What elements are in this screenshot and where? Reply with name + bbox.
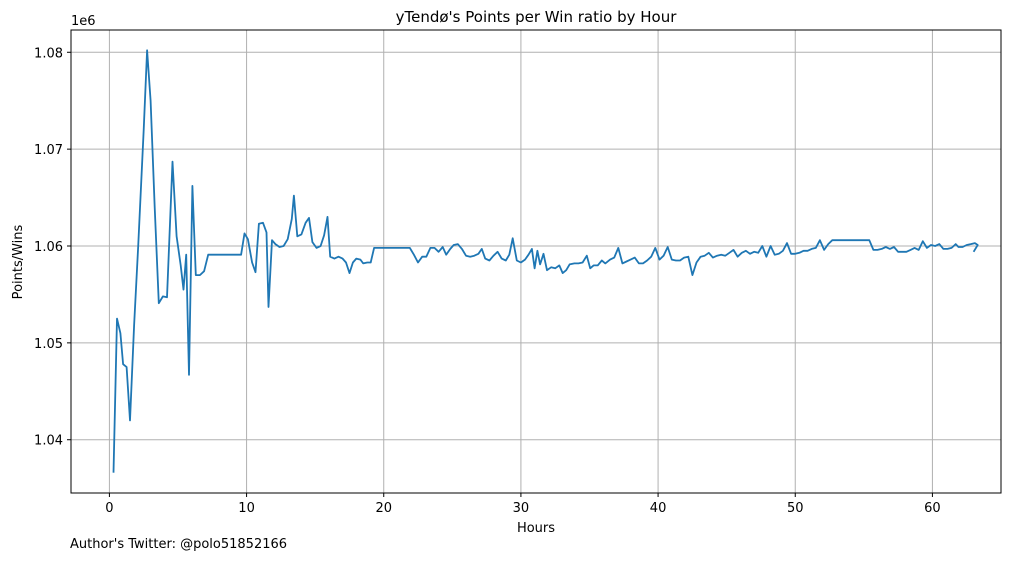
plot-area xyxy=(70,29,1002,494)
grid xyxy=(71,30,1001,493)
x-tick-label: 60 xyxy=(924,501,941,516)
series-line xyxy=(112,49,979,473)
x-tick-label: 50 xyxy=(787,501,804,516)
x-tick-label: 10 xyxy=(238,501,255,516)
data-series xyxy=(112,49,979,473)
y-tick-label: 1.04 xyxy=(34,434,63,449)
chart-title: yTendø's Points per Win ratio by Hour xyxy=(396,8,678,26)
x-tick-label: 0 xyxy=(105,501,113,516)
y-tick-label: 1.05 xyxy=(34,337,63,352)
x-axis: 0 10 20 30 40 50 60 xyxy=(105,493,941,516)
y-axis-label: Points/Wins xyxy=(11,224,26,299)
y-tick-label: 1.06 xyxy=(34,240,63,255)
x-tick-label: 40 xyxy=(650,501,667,516)
y-axis: 1.04 1.05 1.06 1.07 1.08 xyxy=(34,46,71,449)
y-tick-label: 1.08 xyxy=(34,46,63,61)
x-tick-label: 30 xyxy=(513,501,530,516)
x-axis-label: Hours xyxy=(517,521,555,536)
y-tick-label: 1.07 xyxy=(34,143,63,158)
x-tick-label: 20 xyxy=(375,501,392,516)
y-axis-offset-label: 1e6 xyxy=(71,14,96,29)
author-credit: Author's Twitter: @polo51852166 xyxy=(70,537,288,552)
